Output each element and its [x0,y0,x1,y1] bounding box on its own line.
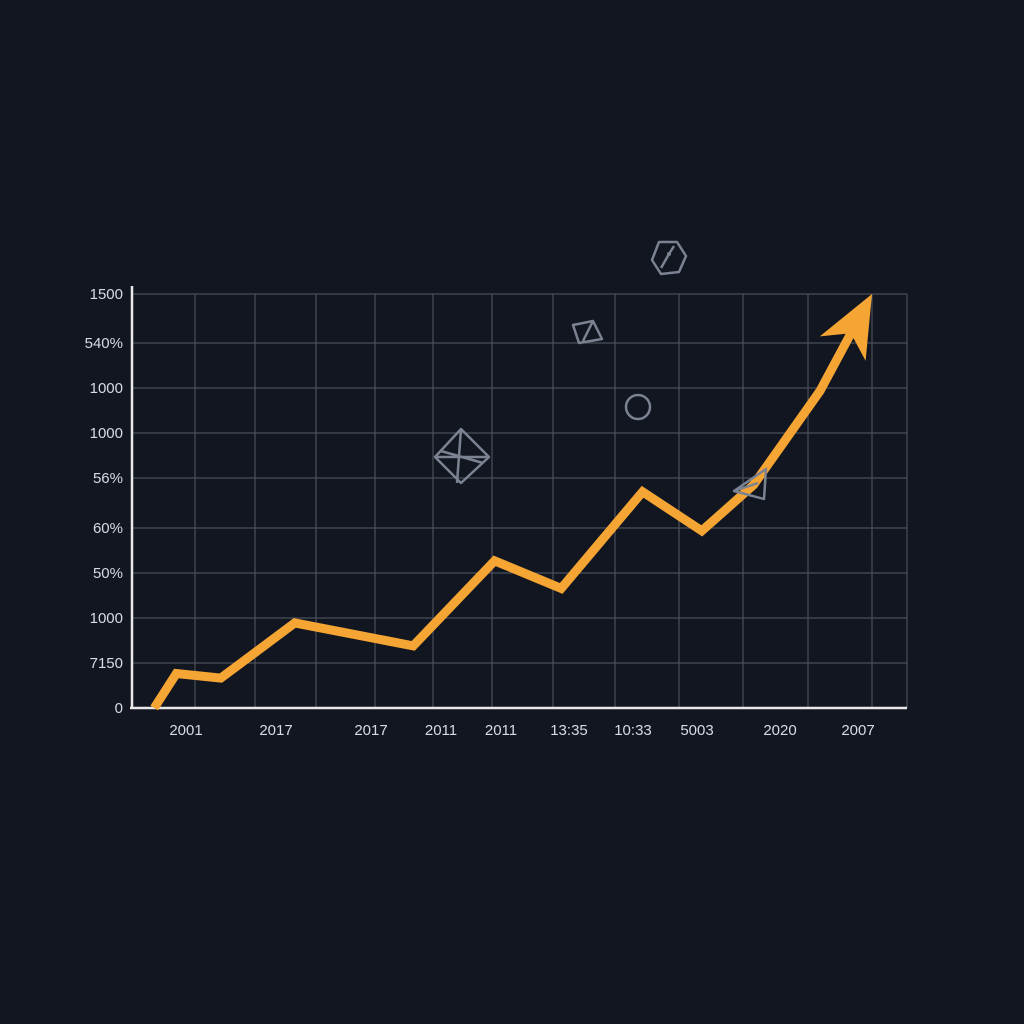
x-tick-label: 2001 [169,722,202,739]
x-tick-label: 13:35 [550,722,588,739]
y-tick-label: 1000 [90,380,123,397]
x-axis-tick-labels: 2001 2017 2017 2011 2011 13:35 10:33 5003 2020 20… [169,722,874,739]
chart-axes [130,286,907,710]
x-tick-label: 2011 [485,722,517,739]
x-tick-label: 10:33 [614,722,652,739]
arrow-head [819,294,872,361]
y-tick-label: 1000 [90,425,123,442]
x-tick-label: 5003 [680,722,713,739]
polyhedron-icon [732,467,768,501]
x-tick-label: 2007 [841,722,874,739]
y-tick-label: 1500 [90,286,123,303]
chart-grid [132,293,908,708]
y-tick-label: 50% [93,565,123,582]
x-tick-label: 2011 [425,722,457,739]
polyhedron-icon [650,240,688,276]
y-tick-label: 1000 [90,610,123,627]
y-axis-tick-labels: 0 7150 1000 50% 60% 56% 1000 1000 540% 1500 [85,286,123,717]
y-tick-label: 0 [115,700,123,717]
polyhedron-icon [571,319,604,345]
x-tick-label: 2017 [354,722,387,739]
circle-icon [624,393,652,421]
y-tick-label: 540% [85,335,123,352]
decorations [433,240,768,501]
y-tick-label: 56% [93,470,123,487]
chart-series [150,294,872,711]
y-tick-label: 7150 [90,655,123,672]
polyhedron-icon [433,427,491,485]
x-tick-label: 2017 [259,722,292,739]
y-tick-label: 60% [93,520,123,537]
x-tick-label: 2020 [763,722,796,739]
